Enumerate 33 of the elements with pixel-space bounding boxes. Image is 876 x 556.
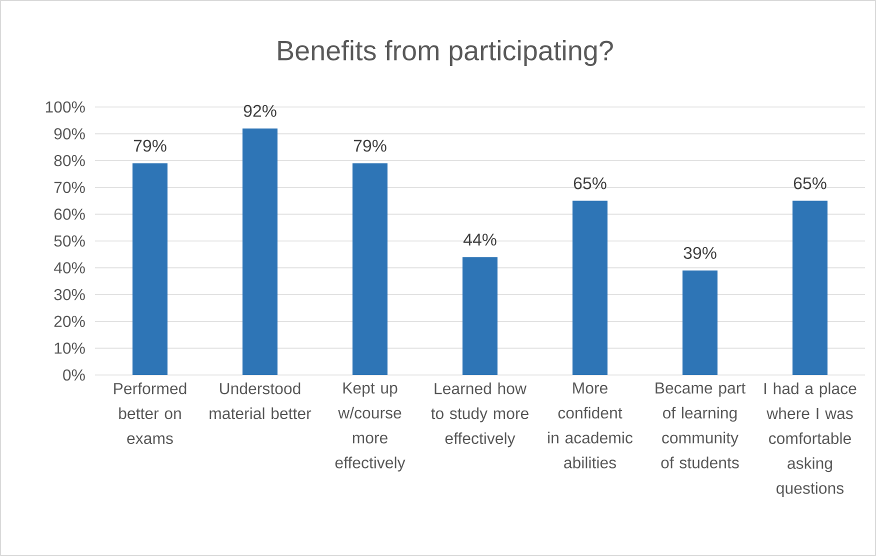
y-tick-label: 70% xyxy=(54,182,85,194)
data-label: 44% xyxy=(463,234,496,246)
y-tick-label: 100% xyxy=(46,101,85,113)
bar xyxy=(242,128,278,375)
x-tick-label: Kept up w/course more effectively xyxy=(335,382,406,472)
y-tick-label: 50% xyxy=(54,235,85,247)
y-tick-label: 10% xyxy=(54,342,85,354)
bar xyxy=(572,200,608,375)
bar xyxy=(132,163,168,375)
y-tick-label: 80% xyxy=(54,154,85,166)
bar xyxy=(682,270,718,375)
x-tick-label: Understood material better xyxy=(210,382,312,420)
x-tick-label: Became part of learning community of students xyxy=(656,382,746,468)
y-tick-label: 0% xyxy=(63,369,85,381)
bar xyxy=(352,163,388,375)
x-tick-label: Performed better on exams xyxy=(114,382,186,444)
x-tick-label: Learned how to study more effectively xyxy=(431,382,528,448)
y-tick-label: 60% xyxy=(54,208,85,220)
bar xyxy=(462,257,498,375)
chart-title: Benefits from participating? xyxy=(278,40,613,66)
bar xyxy=(792,200,828,375)
data-label: 79% xyxy=(354,140,386,152)
data-label: 65% xyxy=(794,177,826,190)
data-label: 39% xyxy=(684,246,716,259)
data-label: 65% xyxy=(574,177,606,190)
data-label: 79% xyxy=(134,140,166,152)
y-tick-label: 90% xyxy=(54,128,85,140)
x-tick-label: I had a place where I was comfortable asking questions xyxy=(764,382,856,498)
y-tick-label: 30% xyxy=(54,288,85,300)
y-tick-label: 40% xyxy=(54,262,85,274)
x-tick-label: More confident in academic abilities xyxy=(548,382,633,468)
y-tick-label: 20% xyxy=(54,316,85,328)
data-label: 92% xyxy=(244,104,276,117)
